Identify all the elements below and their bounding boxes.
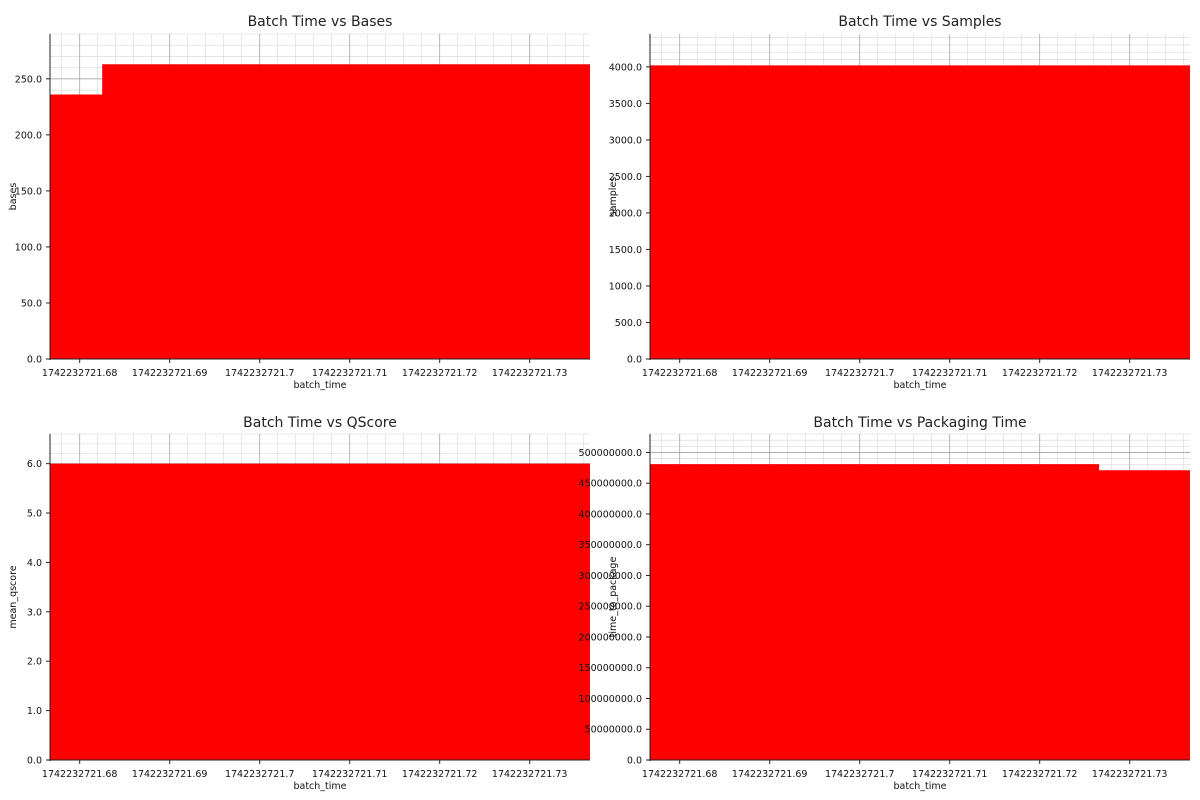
- area-series: [650, 65, 1190, 360]
- y-tick-label: 250000000.0: [579, 602, 642, 613]
- x-tick-label: 1742232721.71: [312, 769, 388, 780]
- x-tick-label: 1742232721.68: [42, 769, 118, 780]
- y-tick-label: 3.0: [27, 607, 42, 618]
- x-tick-label: 1742232721.73: [492, 368, 568, 379]
- y-tick-label: 500.0: [615, 318, 642, 329]
- y-axis-label: mean_qscore: [8, 565, 19, 628]
- chart-title: Batch Time vs Bases: [248, 14, 393, 30]
- y-tick-label: 250.0: [15, 74, 42, 85]
- x-tick-label: 1742232721.72: [1002, 769, 1078, 780]
- x-tick-label: 1742232721.73: [492, 769, 568, 780]
- chart-panel-4: 1742232721.68 1742232721.69 1742232721.7 17…: [579, 415, 1190, 792]
- y-tick-label: 5.0: [27, 509, 42, 520]
- y-tick-label: 3000.0: [609, 135, 642, 146]
- x-axis-label: batch_time: [893, 781, 946, 792]
- y-tick-label: 1.0: [27, 706, 42, 717]
- y-tick-label: 50000000.0: [585, 725, 642, 736]
- y-tick-label: 100000000.0: [579, 694, 642, 705]
- x-tick-label: 1742232721.7: [225, 368, 295, 379]
- y-tick-label: 200.0: [15, 130, 42, 141]
- area-series: [50, 64, 590, 360]
- chart-title: Batch Time vs QScore: [243, 415, 397, 431]
- x-tick-label: 1742232721.71: [912, 769, 988, 780]
- y-tick-label: 1500.0: [609, 245, 642, 256]
- y-tick-label: 450000000.0: [579, 479, 642, 490]
- y-axis-label: samples: [608, 177, 619, 217]
- x-tick-label: 1742232721.68: [642, 769, 718, 780]
- x-axis-label: batch_time: [293, 781, 346, 792]
- x-tick-label: 1742232721.71: [312, 368, 388, 379]
- chart-title: Batch Time vs Samples: [838, 14, 1001, 30]
- chart-panel-1: 1742232721.68 1742232721.69 1742232721.7 17…: [8, 14, 590, 391]
- x-tick-label: 1742232721.69: [732, 769, 808, 780]
- x-tick-label: 1742232721.7: [225, 769, 295, 780]
- x-tick-label: 1742232721.69: [132, 368, 208, 379]
- x-tick-label: 1742232721.68: [642, 368, 718, 379]
- x-tick-label: 1742232721.73: [1092, 769, 1168, 780]
- y-tick-label: 6.0: [27, 459, 42, 470]
- y-tick-label: 500000000.0: [579, 448, 642, 459]
- y-tick-label: 1000.0: [609, 281, 642, 292]
- x-tick-label: 1742232721.72: [1002, 368, 1078, 379]
- x-tick-label: 1742232721.69: [732, 368, 808, 379]
- y-axis-label: time_to_package: [608, 557, 619, 638]
- chart-title: Batch Time vs Packaging Time: [813, 415, 1026, 431]
- y-tick-label: 300000000.0: [579, 571, 642, 582]
- x-tick-label: 1742232721.7: [825, 769, 895, 780]
- y-tick-label: 0.0: [27, 355, 42, 366]
- x-tick-label: 1742232721.71: [912, 368, 988, 379]
- y-tick-label: 2000.0: [609, 208, 642, 219]
- x-tick-label: 1742232721.69: [132, 769, 208, 780]
- x-tick-label: 1742232721.7: [825, 368, 895, 379]
- y-tick-label: 350000000.0: [579, 540, 642, 551]
- x-tick-label: 1742232721.72: [402, 769, 478, 780]
- y-tick-label: 2.0: [27, 657, 42, 668]
- x-tick-label: 1742232721.73: [1092, 368, 1168, 379]
- x-axis-label: batch_time: [293, 380, 346, 391]
- x-tick-label: 1742232721.72: [402, 368, 478, 379]
- y-tick-label: 400000000.0: [579, 509, 642, 520]
- area-series: [50, 463, 590, 760]
- y-axis-label: bases: [8, 183, 19, 211]
- y-tick-label: 100.0: [15, 242, 42, 253]
- y-tick-label: 150.0: [15, 186, 42, 197]
- chart-panel-3: 1742232721.68 1742232721.69 1742232721.7 17…: [8, 415, 590, 792]
- y-tick-label: 2500.0: [609, 172, 642, 183]
- y-tick-label: 200000000.0: [579, 632, 642, 643]
- chart-panel-2: 1742232721.68 1742232721.69 1742232721.7 17…: [608, 14, 1190, 391]
- x-axis-label: batch_time: [893, 380, 946, 391]
- y-tick-label: 3500.0: [609, 99, 642, 110]
- y-tick-label: 0.0: [627, 355, 642, 366]
- y-tick-label: 4000.0: [609, 62, 642, 73]
- y-tick-label: 0.0: [27, 756, 42, 767]
- area-series: [650, 464, 1190, 760]
- x-tick-label: 1742232721.68: [42, 368, 118, 379]
- y-tick-label: 150000000.0: [579, 663, 642, 674]
- y-tick-label: 50.0: [21, 298, 42, 309]
- y-tick-label: 4.0: [27, 558, 42, 569]
- y-tick-label: 0.0: [627, 756, 642, 767]
